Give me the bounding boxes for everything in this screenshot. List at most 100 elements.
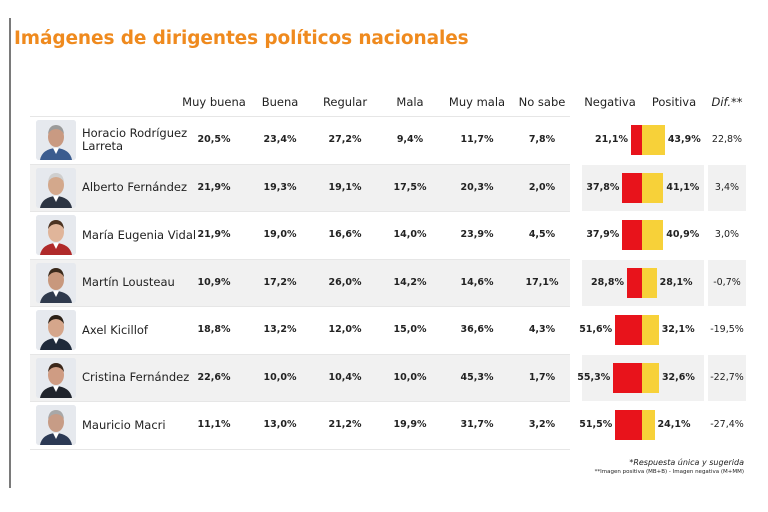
negativa-bar bbox=[631, 125, 642, 155]
negativa-bar bbox=[615, 315, 642, 345]
cell-muy-mala: 45,3% bbox=[460, 371, 494, 383]
negativa-label: 37,9% bbox=[586, 229, 620, 240]
cell-regular: 26,0% bbox=[328, 276, 362, 288]
row-separator bbox=[30, 306, 570, 307]
positiva-bar bbox=[642, 410, 655, 440]
cell-dif: 22,8% bbox=[711, 134, 743, 145]
cell-mala: 17,5% bbox=[393, 181, 427, 193]
cell-regular: 12,0% bbox=[328, 324, 362, 335]
politician-photo bbox=[36, 167, 76, 208]
cell-buena: 13,2% bbox=[263, 324, 297, 335]
negativa-bar bbox=[622, 220, 642, 250]
cell-buena: 19,3% bbox=[263, 181, 297, 193]
row-background bbox=[30, 354, 570, 401]
positiva-label: 32,6% bbox=[661, 371, 695, 383]
row-separator bbox=[30, 258, 570, 260]
politician-photo bbox=[36, 310, 76, 350]
cell-mala: 10,0% bbox=[393, 371, 427, 383]
politician-name: Cristina Fernández bbox=[82, 370, 190, 384]
table-row: Horacio Rodríguez Larreta 20,5% 23,4% 27,2%… bbox=[30, 117, 746, 163]
cell-dif: -22,7% bbox=[710, 371, 744, 383]
cell-muy-buena: 20,5% bbox=[197, 134, 231, 145]
cell-dif: 3,4% bbox=[714, 181, 740, 193]
politician-name: María Eugenia Vidal bbox=[82, 227, 197, 242]
header-negativa: Negativa bbox=[584, 95, 636, 109]
cell-muy-buena: 22,6% bbox=[197, 371, 231, 383]
cell-mala: 19,9% bbox=[393, 419, 427, 430]
politician-name: Horacio Rodríguez Larreta bbox=[82, 126, 188, 153]
cell-muy-buena: 11,1% bbox=[197, 419, 231, 430]
politician-name: Alberto Fernández bbox=[82, 180, 187, 194]
cell-mala: 14,0% bbox=[393, 229, 427, 240]
positiva-bar bbox=[642, 125, 665, 155]
positiva-bar bbox=[642, 220, 664, 250]
negativa-bar bbox=[627, 267, 642, 298]
cell-no-sabe: 4,5% bbox=[528, 229, 556, 240]
cell-buena: 19,0% bbox=[263, 229, 297, 240]
politician-name: Axel Kicillof bbox=[82, 322, 148, 337]
cell-mala: 9,4% bbox=[396, 134, 424, 145]
cell-no-sabe: 3,2% bbox=[528, 419, 556, 430]
cell-muy-buena: 10,9% bbox=[197, 276, 231, 288]
cell-mala: 15,0% bbox=[393, 324, 427, 335]
row-separator bbox=[30, 401, 570, 402]
row-separator bbox=[30, 353, 570, 355]
header-muy-buena: Muy buena bbox=[182, 95, 246, 109]
negativa-bar bbox=[615, 410, 642, 440]
cell-no-sabe: 1,7% bbox=[528, 371, 556, 383]
table-row: Martín Lousteau 10,9% 17,2% 26,0% 14,2% 14,6%… bbox=[30, 259, 746, 306]
positiva-bar bbox=[642, 172, 664, 203]
left-border-line bbox=[9, 18, 11, 488]
header-regular: Regular bbox=[322, 95, 368, 109]
negativa-label: 51,6% bbox=[579, 324, 613, 335]
positiva-bar bbox=[642, 267, 657, 298]
positiva-bar bbox=[642, 362, 659, 393]
cell-muy-mala: 31,7% bbox=[460, 419, 494, 430]
negativa-label: 51,5% bbox=[579, 419, 613, 430]
cell-dif: -0,7% bbox=[713, 276, 741, 288]
page-title: Imágenes de dirigentes políticos naciona… bbox=[14, 28, 469, 49]
row-separator bbox=[30, 116, 570, 117]
cell-muy-buena: 21,9% bbox=[197, 229, 231, 240]
header-dif: Dif.** bbox=[711, 95, 743, 109]
cell-regular: 16,6% bbox=[328, 229, 362, 240]
table-row: Axel Kicillof 18,8% 13,2% 12,0% 15,0% 36,6% 4,… bbox=[30, 307, 746, 353]
header-muy-mala: Muy mala bbox=[448, 95, 506, 109]
cell-muy-mala: 14,6% bbox=[460, 276, 494, 288]
cell-regular: 27,2% bbox=[328, 134, 362, 145]
header-buena: Buena bbox=[261, 95, 299, 109]
cell-no-sabe: 17,1% bbox=[525, 276, 559, 288]
row-dif-background bbox=[708, 259, 746, 306]
negativa-label: 28,8% bbox=[591, 276, 625, 288]
row-background bbox=[30, 259, 570, 306]
negativa-bar bbox=[613, 362, 642, 393]
table-row: Alberto Fernández 21,9% 19,3% 19,1% 17,5% 20,… bbox=[30, 164, 746, 211]
cell-no-sabe: 7,8% bbox=[528, 134, 556, 145]
politician-name: Mauricio Macri bbox=[82, 417, 166, 432]
cell-buena: 23,4% bbox=[263, 134, 297, 145]
politician-photo bbox=[36, 405, 76, 445]
row-dif-background bbox=[708, 164, 746, 211]
footnote-respuesta: *Respuesta única y sugerida bbox=[629, 458, 744, 467]
header-no-sabe: No sabe bbox=[518, 95, 566, 109]
cell-muy-buena: 18,8% bbox=[197, 324, 231, 335]
cell-buena: 10,0% bbox=[263, 371, 297, 383]
cell-muy-mala: 36,6% bbox=[460, 324, 494, 335]
cell-dif: 3,0% bbox=[714, 229, 740, 240]
cell-buena: 13,0% bbox=[263, 419, 297, 430]
row-background bbox=[30, 164, 570, 211]
table-row: Cristina Fernández 22,6% 10,0% 10,4% 10,0% 45… bbox=[30, 354, 746, 401]
row-separator bbox=[30, 163, 570, 165]
positiva-label: 32,1% bbox=[661, 324, 695, 335]
cell-muy-buena: 21,9% bbox=[197, 181, 231, 193]
header-positiva: Positiva bbox=[651, 95, 697, 109]
negativa-label: 21,1% bbox=[595, 134, 629, 145]
header-mala: Mala bbox=[396, 95, 424, 109]
negativa-label: 55,3% bbox=[577, 371, 611, 383]
cell-no-sabe: 2,0% bbox=[528, 181, 556, 193]
cell-regular: 19,1% bbox=[328, 181, 362, 193]
positiva-label: 28,1% bbox=[659, 276, 693, 288]
table-row: María Eugenia Vidal 21,9% 19,0% 16,6% 14,0% 2… bbox=[30, 212, 746, 258]
negativa-label: 37,8% bbox=[586, 181, 620, 193]
cell-dif: -27,4% bbox=[710, 419, 744, 430]
